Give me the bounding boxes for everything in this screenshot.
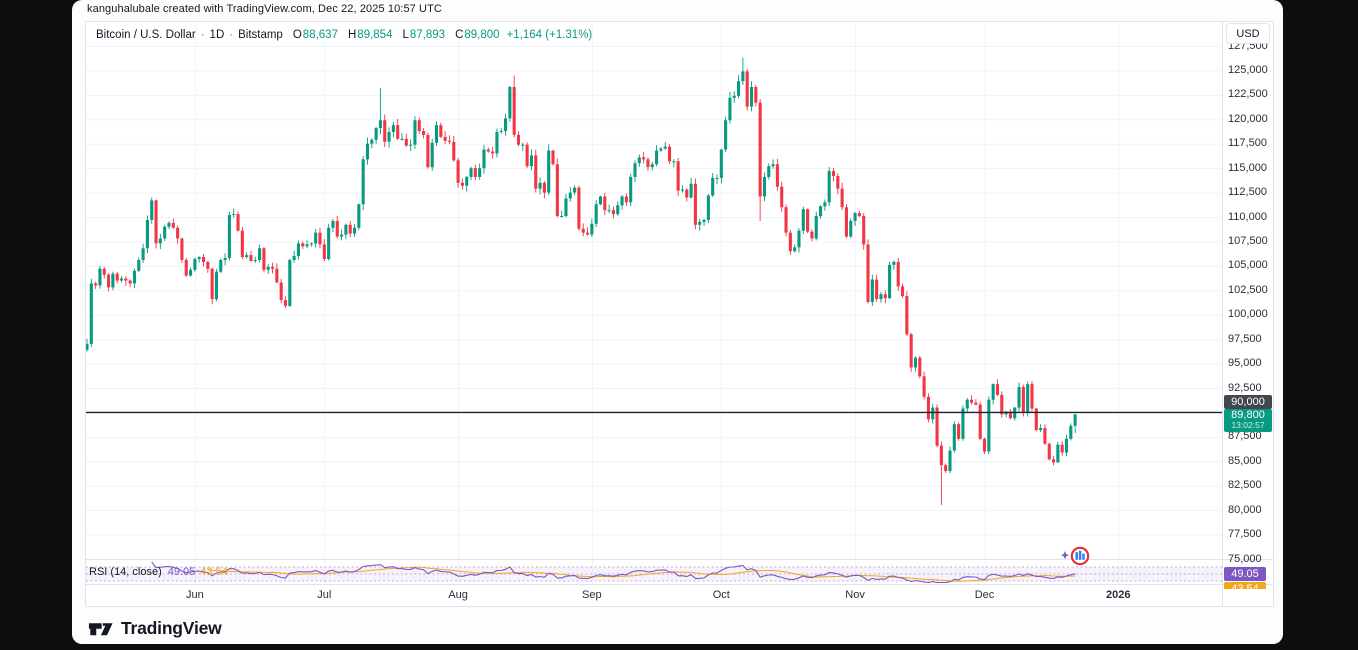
rsi-line <box>151 561 1076 584</box>
ohlc-close: C89,800 <box>455 28 500 41</box>
rsi-legend: RSI (14, close) 49.05 43.54 <box>89 566 228 578</box>
price-tick-label[interactable]: 102,500 <box>1228 283 1268 296</box>
price-chart-canvas[interactable] <box>86 22 1273 606</box>
legend-separator: · <box>200 28 205 41</box>
price-tick-label[interactable]: 92,500 <box>1228 381 1262 394</box>
price-tick-label[interactable]: 97,500 <box>1228 332 1262 345</box>
price-tick-label[interactable]: 82,500 <box>1228 479 1262 492</box>
grid <box>86 22 1222 584</box>
tradingview-mark-icon <box>88 622 113 635</box>
horizontal-line-price-badge: 90,000 <box>1224 395 1272 409</box>
time-tick-label[interactable]: Sep <box>582 589 602 601</box>
chart-panel[interactable] <box>85 21 1274 607</box>
legend-separator: · <box>229 28 234 41</box>
tradingview-logo[interactable]: TradingView <box>87 614 222 642</box>
economic-event-icon[interactable] <box>1058 543 1094 574</box>
time-tick-label[interactable]: Dec <box>974 589 995 601</box>
candles-up <box>86 57 1077 474</box>
price-tick-label[interactable]: 75,000 <box>1228 552 1262 565</box>
price-tick-label[interactable]: 77,500 <box>1228 528 1262 541</box>
exchange-label[interactable]: Bitstamp <box>238 28 283 41</box>
time-tick-label[interactable]: Oct <box>712 589 730 601</box>
ohlc-low: L87,893 <box>402 28 446 41</box>
price-tick-label[interactable]: 80,000 <box>1228 503 1262 516</box>
price-tick-label[interactable]: 105,000 <box>1228 259 1268 272</box>
currency-button[interactable]: USD <box>1226 23 1270 44</box>
rsi-value: 49.05 <box>167 566 196 578</box>
rsi-title[interactable]: RSI (14, close) <box>89 566 162 578</box>
attribution-text: kanguhalubale created with TradingView.c… <box>87 3 442 15</box>
symbol-legend: Bitcoin / U.S. Dollar · 1D · Bitstamp O8… <box>96 27 592 42</box>
time-tick-label[interactable]: Aug <box>448 589 468 601</box>
rsi-ma-value: 43.54 <box>200 566 228 578</box>
ohlc-close-value: 89,800 <box>464 28 500 41</box>
price-tick-label[interactable]: 125,000 <box>1228 63 1268 76</box>
time-tick-label[interactable]: 2026 <box>1106 589 1131 601</box>
ohlc-open: O88,637 <box>292 28 338 41</box>
price-tick-label[interactable]: 100,000 <box>1228 308 1268 321</box>
price-tick-label[interactable]: 122,500 <box>1228 88 1268 101</box>
price-tick-label[interactable]: 95,000 <box>1228 357 1262 370</box>
ohlc-low-value: 87,893 <box>409 28 446 41</box>
rsi-axis-badges: 49.05 43.54 <box>1224 566 1272 589</box>
tradingview-wordmark: TradingView <box>121 617 222 638</box>
price-tick-label[interactable]: 110,000 <box>1228 210 1267 223</box>
last-price-value: 89,800 <box>1231 409 1265 421</box>
price-tick-label[interactable]: 117,500 <box>1228 137 1267 150</box>
price-tick-label[interactable]: 115,000 <box>1228 161 1267 174</box>
ohlc-open-value: 88,637 <box>302 28 338 41</box>
rsi-value-badge: 49.05 <box>1224 567 1266 581</box>
bar-countdown: 13:02:57 <box>1231 420 1265 430</box>
rsi-ma-value-badge: 43.54 <box>1224 582 1266 589</box>
ohlc-high-value: 89,854 <box>357 28 393 41</box>
last-price-badge: 89,800 13:02:57 <box>1224 409 1272 432</box>
price-tick-label[interactable]: 112,500 <box>1228 186 1267 199</box>
ohlc-high: H89,854 <box>347 28 393 41</box>
symbol-title[interactable]: Bitcoin / U.S. Dollar <box>96 28 196 41</box>
price-tick-label[interactable]: 120,000 <box>1228 112 1268 125</box>
time-tick-label[interactable]: Jul <box>317 589 332 601</box>
price-change: +1,164 (+1.31%) <box>506 28 593 41</box>
sparkle-icon <box>1061 551 1069 560</box>
candles-down <box>94 69 1064 506</box>
price-tick-label[interactable]: 85,000 <box>1228 454 1262 467</box>
interval-label[interactable]: 1D <box>209 28 225 41</box>
time-tick-label[interactable]: Nov <box>845 589 865 601</box>
price-tick-label[interactable]: 87,500 <box>1228 430 1262 443</box>
price-tick-label[interactable]: 107,500 <box>1228 234 1268 247</box>
time-tick-label[interactable]: Jun <box>186 589 204 601</box>
